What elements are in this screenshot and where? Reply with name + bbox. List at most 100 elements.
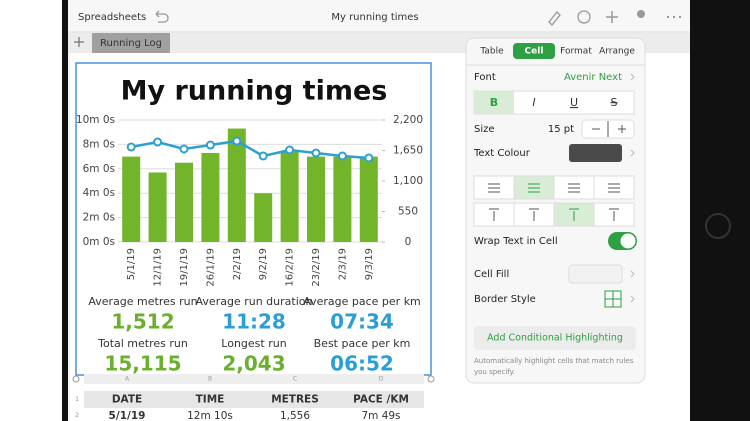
x-tick-label: 19/1/19 xyxy=(179,248,190,287)
table: A B C D DATE TIME METRES PACE /KM 1 2 5/1/19 12m 10… xyxy=(75,376,409,421)
add-icon[interactable] xyxy=(606,11,618,23)
document-title: My running times xyxy=(331,12,418,23)
align-icon xyxy=(528,183,540,193)
home-button[interactable] xyxy=(705,213,731,239)
colour-swatch[interactable] xyxy=(569,144,622,162)
align-icon xyxy=(489,208,499,221)
line-marker xyxy=(258,151,268,161)
row-label: Font xyxy=(474,72,496,83)
y-tick-label: 0m 0s xyxy=(83,236,115,248)
y2-tick-label: 1,650 xyxy=(393,145,423,157)
inspector-tab[interactable]: Arrange xyxy=(599,47,635,57)
format-icon[interactable] xyxy=(548,11,561,26)
conditional-button[interactable] xyxy=(474,326,636,350)
line-marker xyxy=(337,151,347,161)
inspector-tab[interactable]: Table xyxy=(479,47,504,57)
x-tick-label: 23/2/19 xyxy=(311,248,322,287)
align-icon xyxy=(568,183,580,193)
cell[interactable]: 12m 10s xyxy=(187,410,233,421)
align-icon xyxy=(609,208,619,221)
style-button[interactable]: B xyxy=(490,96,498,109)
line-marker xyxy=(364,153,374,163)
row-label: Text Colour xyxy=(473,148,531,159)
toolbar xyxy=(68,0,690,32)
column-letters-bar xyxy=(84,374,424,384)
y2-tick-label: 2,200 xyxy=(393,114,423,126)
bar xyxy=(254,193,273,242)
header-cell: DATE xyxy=(112,394,142,406)
filter-icon[interactable] xyxy=(577,10,591,24)
stat-label: Average run duration xyxy=(196,295,313,308)
x-tick-label: 9/2/19 xyxy=(258,248,269,280)
align-icon xyxy=(488,183,500,193)
line-marker xyxy=(205,140,215,150)
collab-icon[interactable] xyxy=(637,10,645,18)
stepper-icons xyxy=(592,121,626,137)
handle[interactable] xyxy=(72,375,80,383)
x-tick-label: 26/1/19 xyxy=(205,248,216,287)
chart-title: My running times xyxy=(121,76,388,107)
inspector-tab[interactable]: Cell xyxy=(525,47,544,57)
back-button[interactable]: Spreadsheets xyxy=(78,12,146,23)
tab-active-bg[interactable] xyxy=(513,43,555,59)
note: you specify. xyxy=(474,368,515,376)
style-button[interactable]: I xyxy=(532,96,535,109)
bar xyxy=(148,172,167,242)
x-tick-label: 9/3/19 xyxy=(364,248,375,280)
chevron xyxy=(630,270,635,278)
cell[interactable]: 7m 49s xyxy=(361,410,400,421)
y-tick-label: 8m 0s xyxy=(83,138,115,150)
handle[interactable] xyxy=(427,375,435,383)
inspector-tab[interactable]: Format xyxy=(560,47,592,57)
stat-value: 06:52 xyxy=(330,352,394,376)
stat-label: Average metres run xyxy=(88,295,197,308)
line-marker xyxy=(179,144,189,154)
y-tick-label: 6m 0s xyxy=(83,163,115,175)
x-tick-label: 2/2/19 xyxy=(232,248,243,280)
border-icon[interactable] xyxy=(604,290,622,308)
sheet-tab[interactable]: Running Log xyxy=(100,38,162,49)
y-tick-label: 10m 0s xyxy=(76,114,115,126)
column-letter: D xyxy=(379,376,384,383)
undo-icon[interactable] xyxy=(155,10,169,23)
y-tick-label: 4m 0s xyxy=(83,187,115,199)
sheet-tab-bg[interactable] xyxy=(92,33,170,53)
bar xyxy=(201,152,220,242)
chevron xyxy=(630,73,635,81)
stat-value: 1,512 xyxy=(111,310,174,334)
row-number: 1 xyxy=(75,396,79,403)
cell[interactable]: 5/1/19 xyxy=(109,410,146,421)
style-button[interactable]: U xyxy=(570,96,578,109)
fill-swatch[interactable] xyxy=(568,264,623,284)
row-number: 2 xyxy=(75,412,79,419)
line-marker xyxy=(285,145,295,155)
header-row-bg xyxy=(84,391,424,408)
row-label: Cell Fill xyxy=(474,269,509,280)
bar xyxy=(307,156,325,242)
add-sheet[interactable] xyxy=(74,37,84,47)
size-value: 15 pt xyxy=(548,124,574,135)
bar xyxy=(333,156,352,242)
stat-value: 07:34 xyxy=(330,310,394,334)
y2-tick-label: 0 xyxy=(405,236,412,248)
stat-label: Total metres run xyxy=(97,337,188,350)
stat-label: Longest run xyxy=(221,337,286,350)
row-label: Size xyxy=(474,124,495,135)
bar xyxy=(359,156,378,242)
style-button[interactable]: S xyxy=(611,96,618,109)
font-value[interactable]: Avenir Next xyxy=(564,72,622,83)
bar xyxy=(227,128,246,242)
style-active[interactable] xyxy=(474,91,514,114)
x-tick-label: 12/1/19 xyxy=(153,248,164,287)
line-marker xyxy=(126,142,136,152)
conditional-label[interactable]: Add Conditional Highlighting xyxy=(487,333,623,344)
bar xyxy=(280,151,299,242)
cell[interactable]: 1,556 xyxy=(280,410,310,421)
column-letter: B xyxy=(208,376,212,383)
note: Automatically highlight cells that match… xyxy=(474,357,634,365)
line xyxy=(130,139,369,160)
align-icon xyxy=(569,208,579,221)
y2-tick-label: 550 xyxy=(398,206,418,218)
